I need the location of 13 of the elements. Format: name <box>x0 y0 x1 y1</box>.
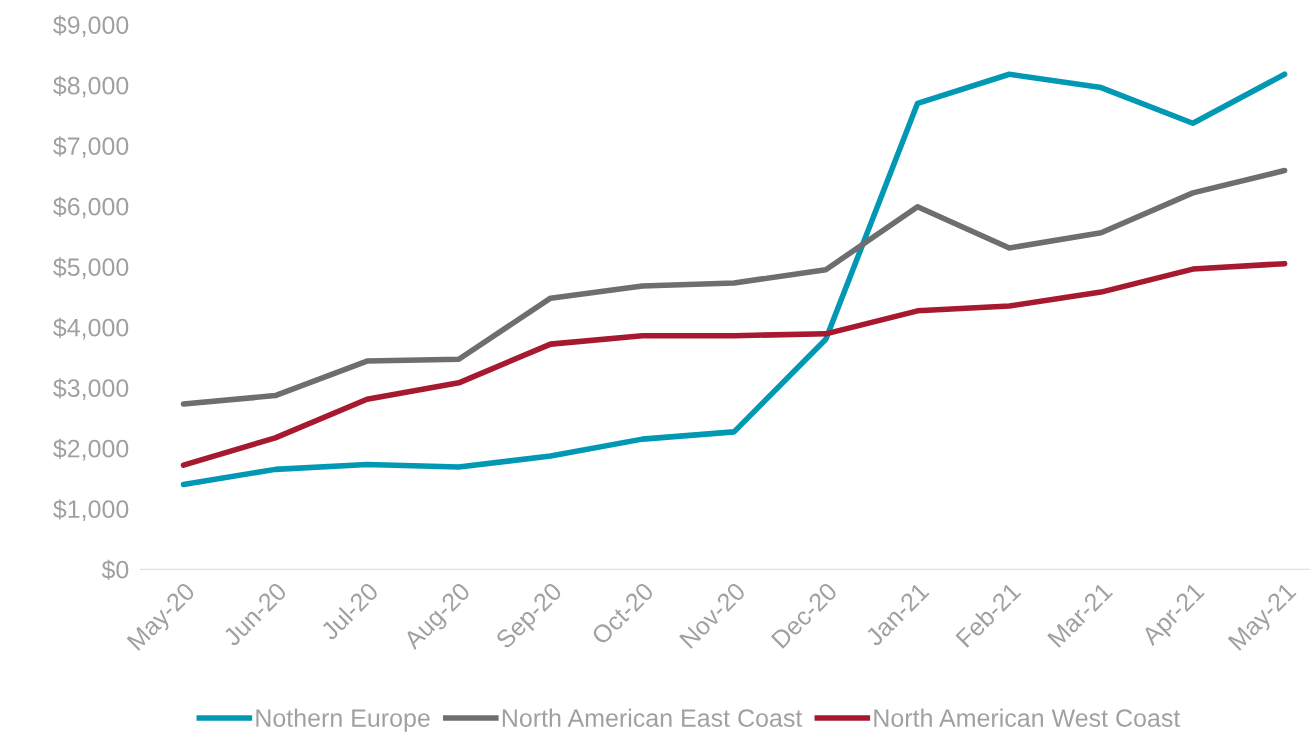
y-tick-label: $6,000 <box>53 196 129 219</box>
y-tick-label: $8,000 <box>53 75 129 98</box>
y-tick-label: $0 <box>101 559 129 581</box>
y-tick-label: $5,000 <box>53 257 129 279</box>
legend-label: North American West Coast <box>874 708 1181 727</box>
legend-label: North American East Coast <box>502 708 803 727</box>
y-tick-label: $1,000 <box>53 499 129 521</box>
legend-label: Nothern Europe <box>256 708 430 732</box>
y-tick-label: $2,000 <box>53 438 129 461</box>
y-tick-label: $4,000 <box>53 317 129 340</box>
y-tick-label: $3,000 <box>53 378 129 400</box>
y-tick-label: $9,000 <box>53 15 129 37</box>
y-tick-label: $7,000 <box>53 136 129 158</box>
